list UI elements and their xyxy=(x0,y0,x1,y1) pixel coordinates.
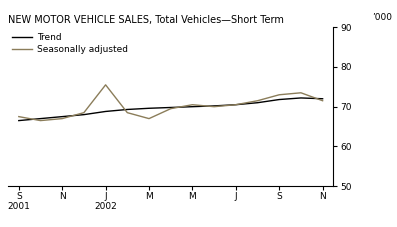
Seasonally adjusted xyxy=(190,103,195,106)
Trend xyxy=(103,110,108,113)
Seasonally adjusted xyxy=(60,117,65,120)
Trend xyxy=(60,115,65,118)
Trend xyxy=(212,104,216,107)
Trend xyxy=(125,108,130,111)
Trend xyxy=(190,105,195,108)
Seasonally adjusted xyxy=(146,117,151,120)
Seasonally adjusted xyxy=(255,99,260,102)
Seasonally adjusted xyxy=(299,91,303,94)
Legend: Trend, Seasonally adjusted: Trend, Seasonally adjusted xyxy=(12,33,128,54)
Seasonally adjusted xyxy=(103,84,108,86)
Seasonally adjusted xyxy=(168,107,173,110)
Trend xyxy=(146,107,151,110)
Trend xyxy=(81,113,86,116)
Trend xyxy=(320,97,325,100)
Trend xyxy=(255,101,260,104)
Trend xyxy=(299,96,303,99)
Trend xyxy=(233,103,238,106)
Seasonally adjusted xyxy=(277,94,281,96)
Trend xyxy=(168,106,173,109)
Text: ’000: ’000 xyxy=(372,13,392,22)
Line: Trend: Trend xyxy=(19,98,323,121)
Text: NEW MOTOR VEHICLE SALES, Total Vehicles—Short Term: NEW MOTOR VEHICLE SALES, Total Vehicles—… xyxy=(8,15,284,25)
Seasonally adjusted xyxy=(212,105,216,108)
Seasonally adjusted xyxy=(320,99,325,102)
Line: Seasonally adjusted: Seasonally adjusted xyxy=(19,85,323,121)
Trend xyxy=(277,98,281,101)
Seasonally adjusted xyxy=(81,111,86,114)
Seasonally adjusted xyxy=(233,103,238,106)
Trend xyxy=(38,117,43,120)
Seasonally adjusted xyxy=(125,111,130,114)
Seasonally adjusted xyxy=(16,115,21,118)
Trend xyxy=(16,119,21,122)
Seasonally adjusted xyxy=(38,119,43,122)
